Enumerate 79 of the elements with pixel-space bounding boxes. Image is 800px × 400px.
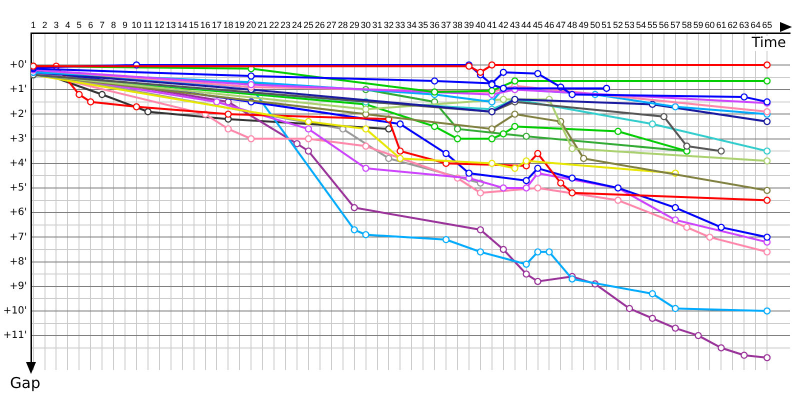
x-tick-label: 30 xyxy=(360,20,371,30)
x-tick-label: 22 xyxy=(269,20,280,30)
x-tick-label: 34 xyxy=(406,20,417,30)
x-tick-label: 16 xyxy=(200,20,210,30)
x-tick-label: 47 xyxy=(556,20,566,30)
x-tick-label: 61 xyxy=(716,20,726,30)
x-tick-label: 42 xyxy=(498,20,508,30)
x-tick-label: 40 xyxy=(475,20,486,30)
x-tick-label: 35 xyxy=(418,20,428,30)
x-tick-label: 44 xyxy=(521,20,532,30)
x-tick-label: 43 xyxy=(510,20,520,30)
x-tick-label: 2 xyxy=(42,20,48,30)
x-tick-label: 45 xyxy=(532,20,543,30)
x-tick-label: 6 xyxy=(88,20,94,30)
x-tick-label: 3 xyxy=(54,20,59,30)
x-tick-label: 60 xyxy=(704,20,715,30)
x-tick-label: 51 xyxy=(602,20,612,30)
x-tick-label: 19 xyxy=(234,20,245,30)
y-tick-label: +2' xyxy=(10,108,27,120)
x-tick-label: 53 xyxy=(624,20,634,30)
x-tick-label: 24 xyxy=(292,20,302,30)
x-tick-label: 50 xyxy=(590,20,600,30)
x-tick-label: 59 xyxy=(693,20,704,30)
y-tick-label: +1' xyxy=(10,84,27,96)
x-tick-label: 9 xyxy=(122,20,128,30)
x-tick-label: 31 xyxy=(372,20,382,30)
y-tick-label: +10' xyxy=(3,306,27,317)
x-tick-label: 29 xyxy=(349,20,360,30)
y-tick-label: +7' xyxy=(10,232,27,243)
x-tick-label: 48 xyxy=(567,20,578,30)
x-tick-label: 8 xyxy=(111,20,116,30)
x-tick-label: 23 xyxy=(280,20,291,30)
y-tick-label: +4' xyxy=(10,158,27,169)
x-tick-label: 18 xyxy=(223,20,234,30)
x-tick-label: 46 xyxy=(544,20,554,30)
x-tick-label: 33 xyxy=(395,20,406,30)
x-tick-label: 62 xyxy=(728,20,738,30)
x-tick-label: 56 xyxy=(658,20,669,30)
x-tick-label: 25 xyxy=(303,20,314,30)
x-tick-label: 58 xyxy=(682,20,692,30)
y-tick-label: +5' xyxy=(10,182,27,194)
y-tick-label: +3' xyxy=(10,133,27,144)
x-tick-label: 5 xyxy=(76,20,82,30)
x-tick-label: 15 xyxy=(188,20,199,30)
y-axis-title: Gap xyxy=(10,374,40,392)
x-tick-label: 4 xyxy=(65,20,70,30)
x-tick-label: 28 xyxy=(338,20,348,30)
x-tick-label: 41 xyxy=(486,20,497,30)
x-tick-label: 10 xyxy=(131,20,142,30)
x-tick-label: 63 xyxy=(739,20,750,30)
x-tick-label: 64 xyxy=(750,20,761,30)
x-tick-label: 11 xyxy=(143,20,153,30)
y-tick-label: +11' xyxy=(3,330,27,342)
x-tick-label: 55 xyxy=(647,20,658,30)
x-tick-label: 12 xyxy=(154,20,164,30)
x-tick-label: 7 xyxy=(100,20,105,30)
x-tick-label: 21 xyxy=(258,20,268,30)
x-tick-label: 27 xyxy=(326,20,336,30)
x-tick-label: 39 xyxy=(464,20,474,30)
x-tick-label: 57 xyxy=(670,20,680,30)
x-tick-label: 17 xyxy=(212,20,222,30)
x-tick-label: 26 xyxy=(314,20,325,30)
x-tick-label: 14 xyxy=(177,20,188,30)
x-tick-label: 38 xyxy=(452,20,463,30)
x-tick-label: 32 xyxy=(384,20,394,30)
x-tick-label: 20 xyxy=(246,20,256,30)
x-tick-label: 54 xyxy=(636,20,646,30)
x-tick-label: 49 xyxy=(578,20,589,30)
x-tick-label: 52 xyxy=(613,20,624,30)
x-tick-label: 37 xyxy=(441,20,452,30)
y-tick-label: +9' xyxy=(10,280,27,292)
x-tick-label: 36 xyxy=(430,20,440,30)
x-axis-title: Time xyxy=(750,35,788,51)
x-tick-label: 65 xyxy=(762,20,772,30)
y-tick-label: +0' xyxy=(10,60,27,71)
x-tick-label: 13 xyxy=(166,20,176,30)
y-tick-label: +8' xyxy=(10,256,27,268)
y-tick-label: +6' xyxy=(10,207,27,218)
x-tick-label: 1 xyxy=(30,20,36,30)
